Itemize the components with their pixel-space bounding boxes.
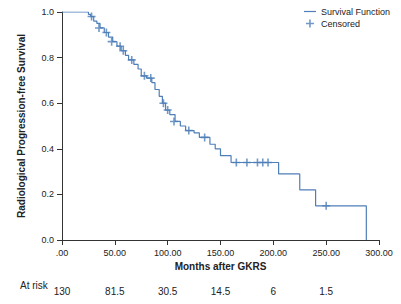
svg-text:Radiological Progression-free: Radiological Progression-free Survival [16,34,27,218]
svg-text:1.5: 1.5 [319,286,333,297]
svg-text:250.00: 250.00 [312,248,340,258]
svg-text:0.2: 0.2 [41,189,54,199]
svg-text:130: 130 [54,286,71,297]
svg-text:.00: .00 [56,248,69,258]
svg-text:150.00: 150.00 [207,248,235,258]
svg-text:Months after GKRS: Months after GKRS [175,261,267,272]
svg-text:30.5: 30.5 [158,286,178,297]
svg-text:6: 6 [271,286,277,297]
svg-text:50.00: 50.00 [104,248,127,258]
svg-text:Survival Function: Survival Function [321,7,390,17]
svg-text:81.5: 81.5 [105,286,125,297]
svg-text:0.0: 0.0 [41,235,54,245]
svg-text:0.4: 0.4 [41,144,54,154]
svg-text:1.0: 1.0 [41,7,54,17]
svg-text:At risk: At risk [20,280,49,291]
svg-text:0.8: 0.8 [41,53,54,63]
svg-text:0.6: 0.6 [41,98,54,108]
svg-text:300.00: 300.00 [365,248,393,258]
svg-text:200.00: 200.00 [260,248,288,258]
svg-text:14.5: 14.5 [211,286,231,297]
svg-text:100.00: 100.00 [154,248,182,258]
svg-text:Censored: Censored [321,19,360,29]
